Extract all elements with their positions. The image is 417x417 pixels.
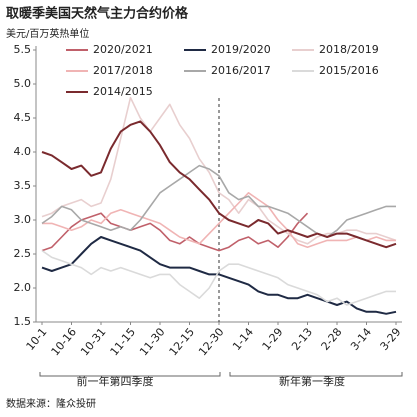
x-tick-label: 10-16: [49, 326, 80, 359]
series-line: [41, 236, 397, 315]
period-label: 前一年第四季度: [77, 374, 154, 388]
x-tick-label: 2-13: [289, 326, 315, 353]
y-tick-label: 3.0: [14, 213, 32, 226]
y-tick-label: 2.0: [14, 281, 32, 294]
source: 数据来源：隆众投研: [6, 397, 96, 410]
y-tick-label: 2.5: [14, 247, 32, 260]
legend-label: 2017/2018: [93, 64, 153, 77]
y-tick-label: 3.5: [14, 179, 32, 192]
x-tick-label: 1-14: [230, 326, 256, 353]
y-tick-label: 1.5: [14, 315, 32, 328]
bracket: [39, 372, 403, 377]
series-line: [41, 212, 309, 252]
x-tick-label: 10-31: [78, 326, 109, 359]
x-tick-label: 3-14: [348, 326, 374, 353]
x-tick-label: 11-15: [108, 326, 139, 359]
legend-label: 2016/2017: [211, 64, 271, 77]
x-tick-label: 12-30: [196, 326, 227, 359]
series-line: [42, 192, 396, 248]
x-tick-label: 11-30: [137, 326, 168, 359]
legend-label: 2015/2016: [319, 64, 379, 77]
x-tick-label: 12-15: [167, 326, 198, 359]
y-tick-label: 5.0: [14, 77, 32, 90]
series-line: [41, 249, 396, 306]
period-label: 新年第一季度: [279, 374, 345, 388]
y-tick-label: 4.5: [14, 111, 32, 124]
chart-title: 取暖季美国天然气主力合约价格: [6, 6, 189, 22]
x-tick-label: 2-28: [319, 326, 345, 353]
y-tick-label: 4.0: [14, 145, 32, 158]
legend-label: 2019/2020: [211, 43, 271, 56]
series-line: [41, 120, 397, 249]
legend-label: 2020/2021: [93, 43, 153, 56]
y-axis-label: 美元/百万英热单位: [6, 27, 89, 40]
legend-label: 2014/2015: [93, 85, 153, 98]
x-tick-label: 10-1: [24, 326, 50, 353]
legend-label: 2018/2019: [319, 43, 379, 56]
y-tick-label: 5.5: [14, 43, 32, 56]
x-tick-label: 1-29: [260, 326, 286, 353]
x-tick-label: 3-29: [378, 326, 404, 353]
series-line: [41, 164, 396, 238]
